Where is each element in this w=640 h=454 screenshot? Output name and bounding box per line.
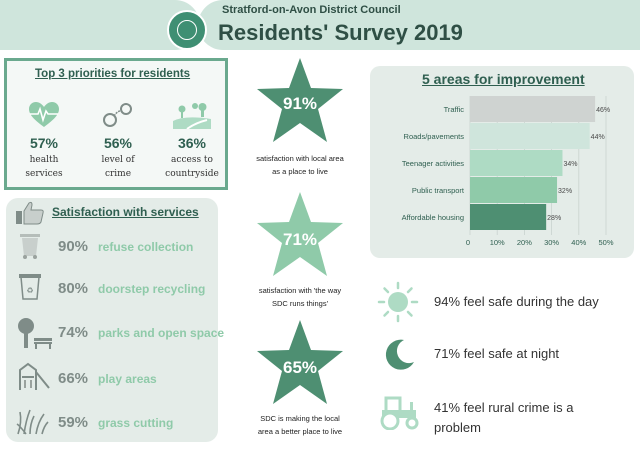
star-pct: 91% xyxy=(282,94,318,113)
service-label: parks and open space xyxy=(98,326,225,340)
star-satisfaction-sdc: 71% satisfaction with 'the way SDC runs t… xyxy=(240,190,360,310)
priority-item-countryside: 36% access to countryside xyxy=(157,101,227,181)
service-pct: 80% xyxy=(58,280,89,297)
bar-traffic xyxy=(470,96,596,122)
category-label: Teenager activities xyxy=(402,159,464,168)
header: Stratford-on-Avon District Council Resid… xyxy=(0,0,640,50)
star-better-place: 65% SDC is making the local area a better… xyxy=(240,318,360,438)
service-row-parks: 74% parks and open space xyxy=(16,316,224,350)
heart-pulse-icon xyxy=(29,102,59,127)
service-pct: 90% xyxy=(58,238,89,255)
safety-text: 94% feel safe during the day xyxy=(434,294,599,309)
service-row-play: 66% play areas xyxy=(16,362,216,396)
page-title: Residents' Survey 2019 xyxy=(218,20,463,45)
bar-public-transport xyxy=(470,177,558,203)
bar-affordable-housing xyxy=(470,204,547,230)
safety-text: 41% feel rural crime is a problem xyxy=(434,400,574,435)
priority-label: access to countryside xyxy=(165,155,219,179)
thumbs-up-icon xyxy=(16,201,44,225)
wheelie-bin-icon xyxy=(20,234,40,259)
moon-icon xyxy=(385,339,414,370)
services-title: Satisfaction with services xyxy=(52,205,199,219)
recycling-bin-icon: ♻ xyxy=(19,274,41,300)
value-label: 32% xyxy=(558,188,572,195)
value-label: 34% xyxy=(563,161,577,168)
bar-teenager-activities xyxy=(470,150,563,176)
park-bench-icon xyxy=(18,318,52,349)
improvement-bar-chart: Traffic 46% Roads/pavements 44% Teenager act… xyxy=(402,96,614,247)
chart-title: 5 areas for improvement xyxy=(422,71,585,87)
header-left-band xyxy=(0,0,200,50)
sun-icon xyxy=(377,281,419,323)
priorities-panel: Top 3 priorities for residents 57% healt… xyxy=(4,58,228,190)
star-caption: satisfaction with 'the way SDC runs thing… xyxy=(258,286,342,308)
grass-icon xyxy=(16,409,49,435)
priority-item-crime: 56% level of crime xyxy=(83,101,153,181)
playground-icon xyxy=(19,362,50,390)
category-label: Affordable housing xyxy=(402,213,464,222)
star-caption: satisfaction with local area as a place t… xyxy=(256,154,344,176)
service-label: doorstep recycling xyxy=(98,282,206,296)
value-label: 28% xyxy=(547,215,561,222)
countryside-icon xyxy=(173,103,211,129)
service-row-grass: 59% grass cutting xyxy=(16,406,216,440)
category-label: Public transport xyxy=(412,186,465,195)
service-row-recycling: ♻ 80% doorstep recycling xyxy=(16,272,216,306)
star-caption: SDC is making the local area a better pla… xyxy=(257,414,343,436)
priority-pct: 56% xyxy=(103,135,133,151)
priority-item-health: 57% health services xyxy=(9,101,79,181)
value-label: 44% xyxy=(591,134,605,141)
svg-text:♻: ♻ xyxy=(26,286,33,295)
priority-label: level of crime xyxy=(101,155,135,179)
x-tick-label: 40% xyxy=(571,238,586,247)
bar-roads-pavements xyxy=(470,123,590,149)
handcuffs-icon xyxy=(103,103,132,127)
service-label: refuse collection xyxy=(98,240,194,254)
priority-pct: 57% xyxy=(29,135,59,151)
service-label: grass cutting xyxy=(98,416,174,430)
category-label: Roads/pavements xyxy=(404,132,465,141)
star-icon xyxy=(257,192,343,276)
x-tick-label: 50% xyxy=(598,238,613,247)
priority-label: health services xyxy=(25,155,63,179)
star-icon xyxy=(257,320,343,404)
safety-row-day: 94% feel safe during the day xyxy=(376,280,636,324)
council-name: Stratford-on-Avon District Council xyxy=(222,4,401,16)
x-tick-label: 20% xyxy=(517,238,532,247)
service-label: play areas xyxy=(98,372,157,386)
safety-row-rural: 41% feel rural crime is a problem xyxy=(376,392,636,440)
improvement-panel: 5 areas for improvement Traffic 46% Roads/… xyxy=(370,66,634,258)
x-tick-label: 0 xyxy=(466,238,470,247)
header-right-band xyxy=(198,0,640,50)
star-pct: 65% xyxy=(282,358,318,377)
services-panel: Satisfaction with services 90% refuse co… xyxy=(6,198,224,442)
service-pct: 74% xyxy=(58,324,89,341)
service-row-refuse: 90% refuse collection xyxy=(16,230,216,264)
safety-row-night: 71% feel safe at night xyxy=(376,336,636,376)
council-crest-icon xyxy=(167,10,207,50)
service-pct: 66% xyxy=(58,370,89,387)
x-tick-label: 30% xyxy=(544,238,559,247)
star-icon xyxy=(257,58,343,142)
value-label: 46% xyxy=(596,107,610,114)
category-label: Traffic xyxy=(444,105,465,114)
tractor-icon xyxy=(380,396,419,430)
star-satisfaction-area: 91% satisfaction with local area as a pla… xyxy=(240,56,360,178)
service-pct: 59% xyxy=(58,414,89,431)
priorities-title: Top 3 priorities for residents xyxy=(35,68,191,80)
safety-text: 71% feel safe at night xyxy=(434,346,560,361)
priority-pct: 36% xyxy=(177,135,207,151)
x-tick-label: 10% xyxy=(490,238,505,247)
star-pct: 71% xyxy=(282,230,318,249)
